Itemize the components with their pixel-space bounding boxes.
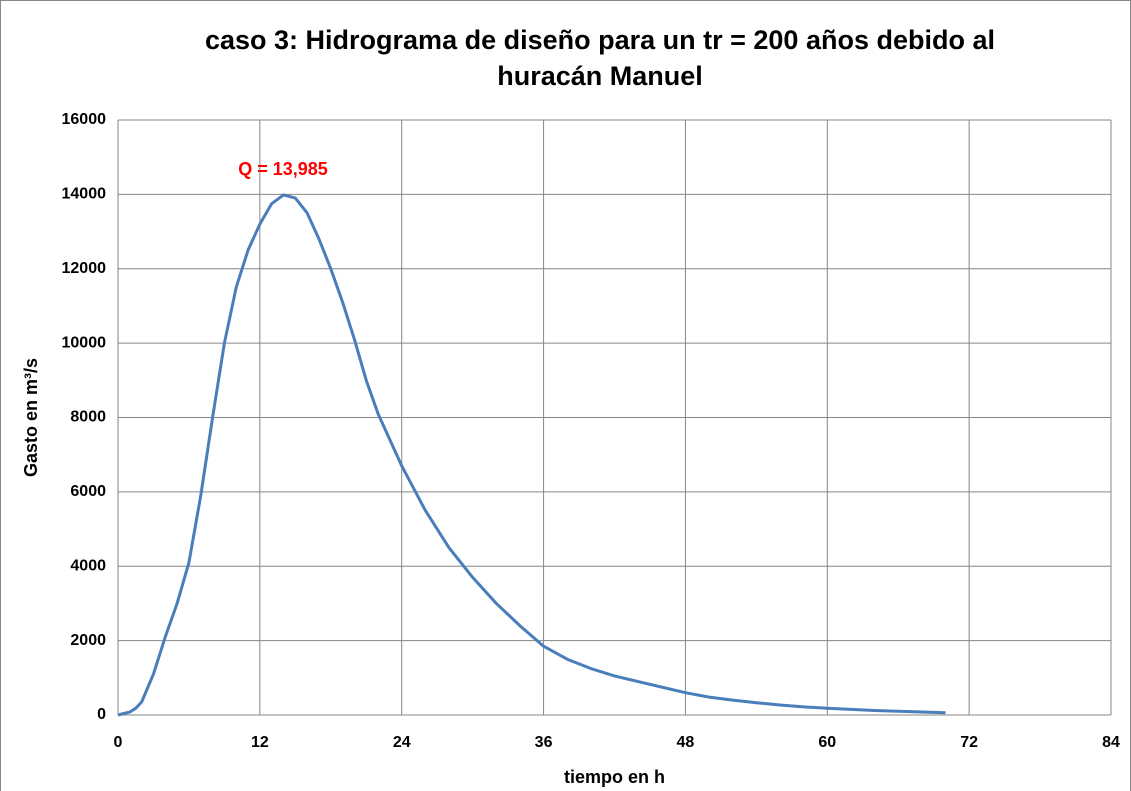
x-tick-label: 60 — [818, 734, 836, 751]
x-tick-label: 0 — [114, 734, 123, 751]
y-tick-label: 14000 — [62, 186, 107, 203]
x-tick-label: 24 — [393, 734, 411, 751]
y-tick-label: 16000 — [62, 111, 107, 128]
annotation: Q = 13,985 — [238, 159, 328, 179]
y-tick-label: 6000 — [70, 483, 106, 500]
x-tick-label: 48 — [677, 734, 695, 751]
y-tick-label: 0 — [97, 706, 106, 723]
x-tick-label: 72 — [960, 734, 978, 751]
y-tick-label: 4000 — [70, 557, 106, 574]
x-tick-label: 12 — [251, 734, 269, 751]
chart-title: caso 3: Hidrograma de diseño para un tr … — [205, 25, 995, 91]
y-tick-label: 12000 — [62, 260, 107, 277]
x-tick-label: 36 — [535, 734, 553, 751]
y-axis-label: Gasto en m³/s — [21, 358, 41, 477]
y-tick-label: 2000 — [70, 632, 106, 649]
y-tick-label: 10000 — [62, 334, 107, 351]
y-tick-label: 8000 — [70, 409, 106, 426]
x-tick-label: 84 — [1102, 734, 1120, 751]
x-axis-label: tiempo en h — [564, 767, 665, 787]
line-series — [117, 193, 946, 717]
